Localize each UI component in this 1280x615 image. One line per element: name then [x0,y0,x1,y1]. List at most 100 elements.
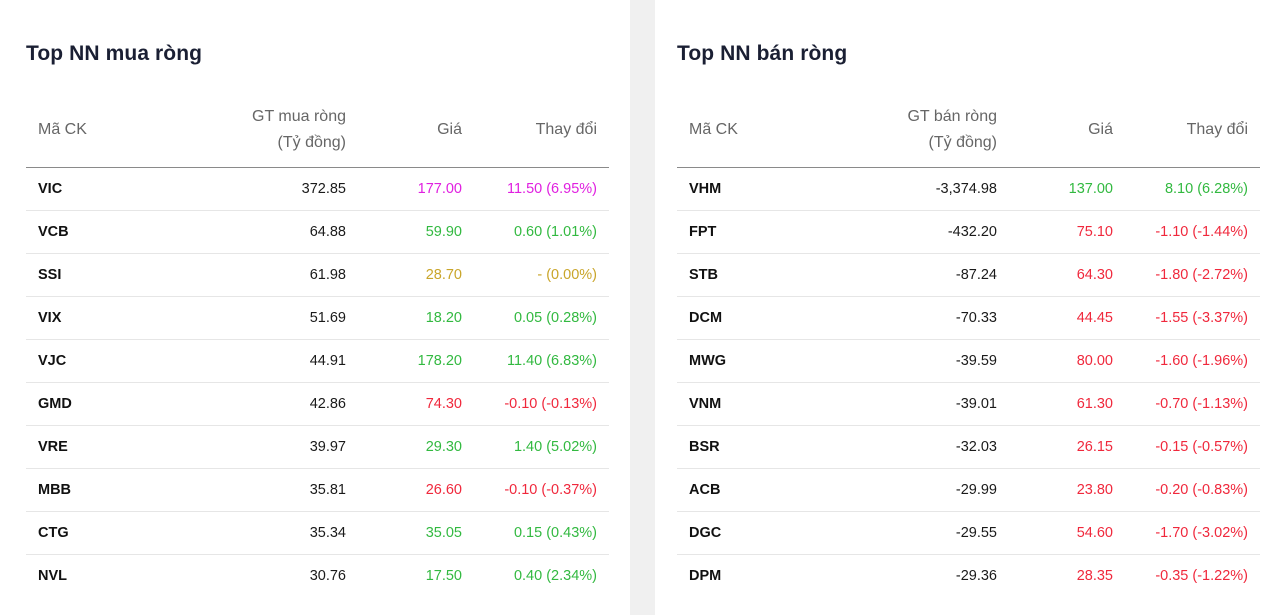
net-value: 51.69 [156,296,346,340]
panel-title: Top NN mua ròng [26,42,203,65]
price-change: 0.40 (2.34%) [513,568,597,584]
table-row[interactable]: DPM -29.36 28.35 -0.35 (-1.22%) [677,555,1260,598]
top-net-sell-panel: Top NN bán ròng Mã CK GT bán ròng (Tỷ đồ… [655,0,1280,615]
price-change: -0.10 (-0.37%) [462,468,609,512]
column-header-price[interactable]: Giá [997,92,1113,168]
column-header-change[interactable]: Thay đổi [1113,92,1260,168]
net-value-header-line1: GT bán ròng [907,107,997,125]
table-row[interactable]: VIC 372.85 177.00 11.50 (6.95%) [26,167,609,211]
stock-code[interactable]: VCB [26,210,156,254]
price-change: -1.10 (-1.44%) [1113,210,1260,254]
price-change: 0.15 (0.43%) [462,511,609,555]
column-header-code[interactable]: Mã CK [677,92,807,168]
table-row[interactable]: VRE 39.97 29.30 1.40 (5.02%) [26,425,609,469]
stock-code[interactable]: BSR [677,425,807,469]
price-change: 11.50 (6.95%) [462,167,609,211]
net-value: -39.01 [807,382,997,426]
net-value: -3,374.98 [807,167,997,211]
table-row[interactable]: VNM -39.01 61.30 -0.70 (-1.13%) [677,382,1260,426]
price: 18.20 [346,296,462,340]
price: 137.00 [997,167,1113,211]
price: 80.00 [997,339,1113,383]
stock-code[interactable]: DCM [677,296,807,340]
price: 59.90 [346,210,462,254]
table-row[interactable]: SSI 61.98 28.70- (0.00%) [26,253,609,297]
net-value: 372.85 [156,167,346,211]
stock-code[interactable]: SSI [26,253,156,297]
net-value: -29.99 [807,468,997,512]
price: 29.30 [346,425,462,469]
stock-code[interactable]: DGC [677,511,807,555]
net-value: 35.81 [156,468,346,512]
table-row[interactable]: NVL 30.76 17.50 0.40 (2.34%) [26,555,609,598]
stock-code[interactable]: VIX [26,296,156,340]
stock-code[interactable]: VNM [677,382,807,426]
net-value: 39.97 [156,425,346,469]
net-value: -29.36 [955,568,997,584]
table-row[interactable]: VHM -3,374.98 137.00 8.10 (6.28%) [677,167,1260,211]
price: 178.20 [346,339,462,383]
column-header-change[interactable]: Thay đổi [462,92,609,168]
price: 44.45 [997,296,1113,340]
stock-code[interactable]: STB [677,253,807,297]
stock-code[interactable]: FPT [677,210,807,254]
price: 75.10 [997,210,1113,254]
net-value-header-line1: GT mua ròng [252,107,346,125]
price-change: 1.40 (5.02%) [462,425,609,469]
column-header-net-value[interactable]: GT mua ròng (Tỷ đồng) [156,92,346,168]
net-value: 30.76 [309,568,346,584]
stock-code[interactable]: CTG [26,511,156,555]
price-change: 0.05 (0.28%) [462,296,609,340]
net-value-header-line2: (Tỷ đồng) [928,133,997,151]
stock-code[interactable]: VHM [677,167,807,211]
column-header-code[interactable]: Mã CK [26,92,156,168]
table-row[interactable]: CTG 35.34 35.05 0.15 (0.43%) [26,511,609,555]
table-row[interactable]: MWG -39.59 80.00 -1.60 (-1.96%) [677,339,1260,383]
price-change: -1.60 (-1.96%) [1113,339,1260,383]
table-row[interactable]: GMD 42.86 74.30 -0.10 (-0.13%) [26,382,609,426]
net-value: -432.20 [807,210,997,254]
column-header-net-value[interactable]: GT bán ròng (Tỷ đồng) [807,92,997,168]
stock-code[interactable]: MWG [677,339,807,383]
panel-title: Top NN bán ròng [677,42,848,65]
table-row[interactable]: FPT -432.20 75.10 -1.10 (-1.44%) [677,210,1260,254]
table-row[interactable]: STB -87.24 64.30 -1.80 (-2.72%) [677,253,1260,297]
stock-code[interactable]: VIC [26,167,156,211]
stock-code[interactable]: MBB [26,468,156,512]
net-value: 35.34 [156,511,346,555]
stock-code[interactable]: VRE [26,425,156,469]
price: 26.15 [997,425,1113,469]
stock-code[interactable]: DPM [689,568,722,584]
price: 28.35 [1076,568,1113,584]
price: 177.00 [346,167,462,211]
net-sell-table: Mã CK GT bán ròng (Tỷ đồng) Giá Thay đổi… [677,92,1260,597]
price: 35.05 [346,511,462,555]
price-change: -1.55 (-3.37%) [1113,296,1260,340]
table-row[interactable]: BSR -32.03 26.15 -0.15 (-0.57%) [677,425,1260,469]
price: 17.50 [425,568,462,584]
net-buy-table: Mã CK GT mua ròng (Tỷ đồng) Giá Thay đổi… [26,92,609,597]
stock-code[interactable]: NVL [38,568,67,584]
table-header-row: Mã CK GT mua ròng (Tỷ đồng) Giá Thay đổi [26,92,609,168]
price-change: -0.70 (-1.13%) [1113,382,1260,426]
stock-code[interactable]: VJC [26,339,156,383]
table-row[interactable]: ACB -29.99 23.80 -0.20 (-0.83%) [677,468,1260,512]
price: 64.30 [997,253,1113,297]
net-value: -70.33 [807,296,997,340]
table-row[interactable]: VJC 44.91 178.20 11.40 (6.83%) [26,339,609,383]
table-row[interactable]: MBB 35.81 26.60 -0.10 (-0.37%) [26,468,609,512]
net-value-header-line2: (Tỷ đồng) [277,133,346,151]
column-header-price[interactable]: Giá [346,92,462,168]
table-row[interactable]: VIX 51.69 18.20 0.05 (0.28%) [26,296,609,340]
stock-code[interactable]: ACB [677,468,807,512]
price: 23.80 [997,468,1113,512]
table-row[interactable]: DCM -70.33 44.45 -1.55 (-3.37%) [677,296,1260,340]
net-value: 61.98 [156,253,346,297]
table-row[interactable]: VCB 64.88 59.90 0.60 (1.01%) [26,210,609,254]
table-header-row: Mã CK GT bán ròng (Tỷ đồng) Giá Thay đổi [677,92,1260,168]
price-change: 8.10 (6.28%) [1113,167,1260,211]
table-body: VHM -3,374.98 137.00 8.10 (6.28%) FPT -432.20… [677,167,1260,598]
table-row[interactable]: DGC -29.55 54.60 -1.70 (-3.02%) [677,511,1260,555]
stock-code[interactable]: GMD [26,382,156,426]
